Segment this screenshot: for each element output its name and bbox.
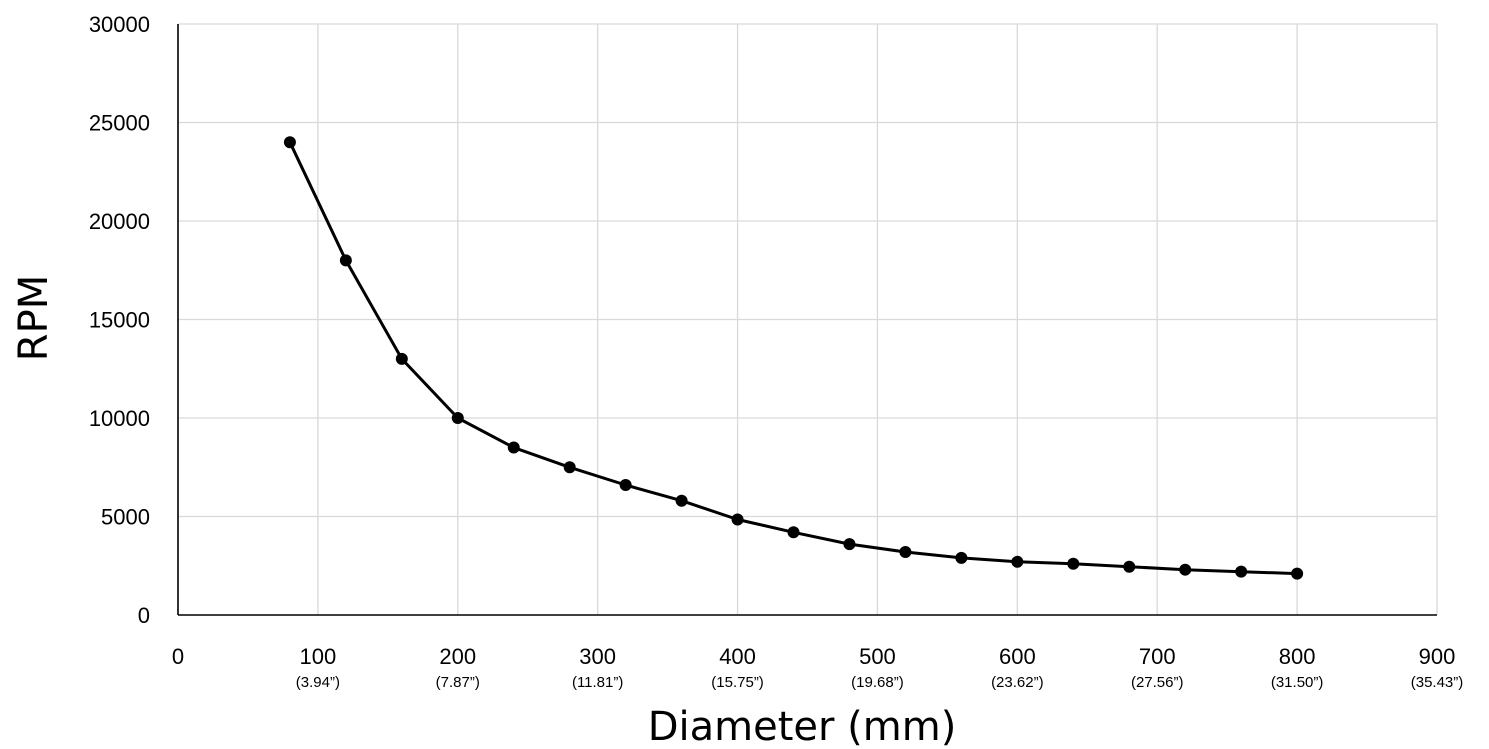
- data-point: [1067, 557, 1080, 570]
- x-tick-sublabel: (31.50”): [1271, 674, 1324, 691]
- x-tick-label: 500: [859, 644, 896, 669]
- data-point: [1291, 567, 1304, 580]
- x-tick-label: 0: [172, 644, 184, 669]
- data-point: [1123, 560, 1136, 573]
- data-point: [619, 478, 632, 491]
- x-tick-label: 100: [300, 644, 337, 669]
- axes: [177, 24, 1437, 616]
- x-tick-sublabel: (27.56”): [1131, 674, 1184, 691]
- data-point: [843, 538, 856, 551]
- x-tick-label: 700: [1139, 644, 1176, 669]
- y-tick-label: 10000: [89, 406, 150, 431]
- data-point: [563, 461, 576, 474]
- x-tick-labels: 0 100 (3.94”) 200 (7.87”) 300 (11.81”) 400 (15.7…: [172, 644, 1463, 691]
- data-point: [899, 545, 912, 558]
- y-tick-label: 30000: [89, 12, 150, 37]
- x-axis-title: Diameter (mm): [648, 704, 957, 749]
- x-tick-sublabel: (23.62”): [991, 674, 1044, 691]
- data-point: [955, 551, 968, 564]
- y-tick-label: 5000: [101, 505, 150, 530]
- y-tick-label: 25000: [89, 111, 150, 136]
- y-axis-title: RPM: [11, 275, 57, 361]
- x-tick-label: 200: [439, 644, 476, 669]
- x-tick-sublabel: (7.87”): [436, 674, 480, 691]
- x-tick-label: 300: [579, 644, 616, 669]
- x-tick-sublabel: (11.81”): [572, 674, 623, 691]
- data-point: [1011, 555, 1024, 568]
- series-line: [288, 141, 1298, 576]
- x-tick-sublabel: (19.68”): [851, 674, 904, 691]
- x-tick-sublabel: (35.43”): [1411, 674, 1464, 691]
- data-point: [451, 412, 464, 424]
- x-tick-sublabel: (15.75”): [711, 674, 764, 691]
- data-point: [339, 254, 352, 267]
- y-tick-label: 15000: [89, 308, 150, 333]
- x-tick-label: 900: [1419, 644, 1456, 669]
- data-point: [1179, 563, 1192, 576]
- data-point: [283, 136, 296, 149]
- data-point: [507, 441, 520, 454]
- gridlines: [178, 23, 1438, 615]
- y-tick-labels: 0 5000 10000 15000 20000 25000 30000: [89, 12, 150, 628]
- x-tick-label: 400: [719, 644, 756, 669]
- data-series: [283, 136, 1304, 580]
- data-point: [1235, 565, 1248, 578]
- x-tick-label: 600: [999, 644, 1036, 669]
- x-tick-sublabel: (3.94”): [296, 674, 340, 691]
- data-point: [675, 494, 688, 507]
- data-point: [787, 526, 800, 539]
- x-tick-label: 800: [1279, 644, 1316, 669]
- data-point: [731, 513, 744, 526]
- data-point: [395, 352, 408, 365]
- y-tick-label: 0: [138, 603, 150, 628]
- y-tick-label: 20000: [89, 209, 150, 234]
